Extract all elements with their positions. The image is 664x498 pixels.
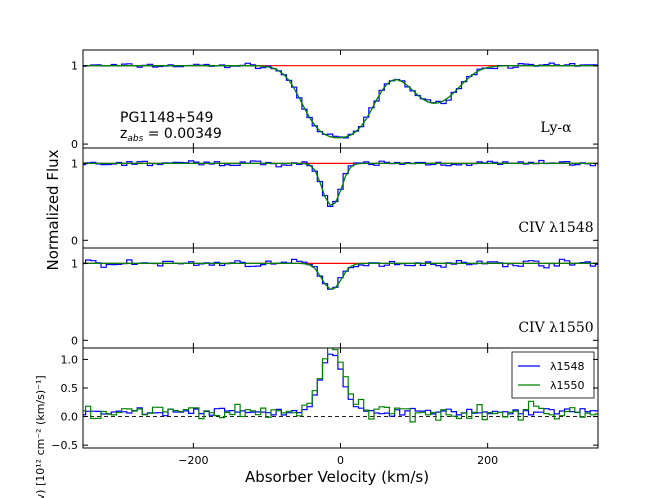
plot-area-civ1550 bbox=[83, 258, 598, 290]
legend-label-1550: λ1550 bbox=[550, 379, 585, 392]
y-tick-label: −0.5 bbox=[51, 439, 78, 452]
y-tick-label: 0 bbox=[71, 138, 78, 151]
y-tick-label: 1 bbox=[71, 157, 78, 170]
y-tick-label: 0 bbox=[71, 234, 78, 247]
legend-label-1548: λ1548 bbox=[550, 360, 585, 373]
plot-area-aod bbox=[83, 348, 598, 423]
plot-area-lya bbox=[83, 62, 598, 139]
data-spectrum-civ1548 bbox=[83, 159, 598, 207]
y-tick-label: 0 bbox=[71, 334, 78, 347]
x-tick-label: 200 bbox=[477, 454, 498, 467]
legend: λ1548 λ1550 bbox=[511, 351, 595, 399]
aod-series-1550 bbox=[83, 348, 598, 423]
y-axis-label-normalized-flux: Normalized Flux bbox=[44, 149, 62, 270]
y-tick-label: 0.0 bbox=[61, 411, 79, 424]
panel-civ1550: CIV λ1550 1 0 bbox=[71, 247, 599, 349]
panel-label-lya: Ly-α bbox=[540, 120, 572, 136]
data-spectrum-civ1550 bbox=[83, 258, 598, 290]
x-axis-label: Absorber Velocity (km/s) bbox=[245, 468, 429, 486]
y-tick-label: 0.5 bbox=[61, 382, 79, 395]
plot-area-civ1548 bbox=[83, 159, 598, 207]
panel-civ1548: CIV λ1548 1 0 bbox=[71, 147, 599, 249]
x-tick-label: −200 bbox=[178, 454, 208, 467]
y-axis-label-aod: Nₐ (v) [10¹² cm⁻² (km/s)⁻¹] bbox=[34, 375, 47, 498]
fit-line-lya bbox=[83, 65, 598, 139]
y-tick-label: 1 bbox=[71, 60, 78, 73]
x-tick-label: 0 bbox=[337, 454, 344, 467]
redshift-label: zabs = 0.00349 bbox=[120, 126, 222, 144]
fit-line-civ1550 bbox=[83, 262, 598, 290]
panel-aod: λ1548 λ1550 Nₐ (v) [10¹² cm⁻² (km/s)⁻¹] 1.0… bbox=[34, 347, 599, 498]
panel-label-civ1548: CIV λ1548 bbox=[518, 220, 593, 236]
y-tick-label: 1.0 bbox=[61, 353, 79, 366]
fit-line-civ1548 bbox=[83, 162, 598, 207]
y-tick-label: 1 bbox=[71, 257, 78, 270]
panel-label-civ1550: CIV λ1550 bbox=[518, 320, 593, 336]
object-name: PG1148+549 bbox=[120, 110, 213, 126]
